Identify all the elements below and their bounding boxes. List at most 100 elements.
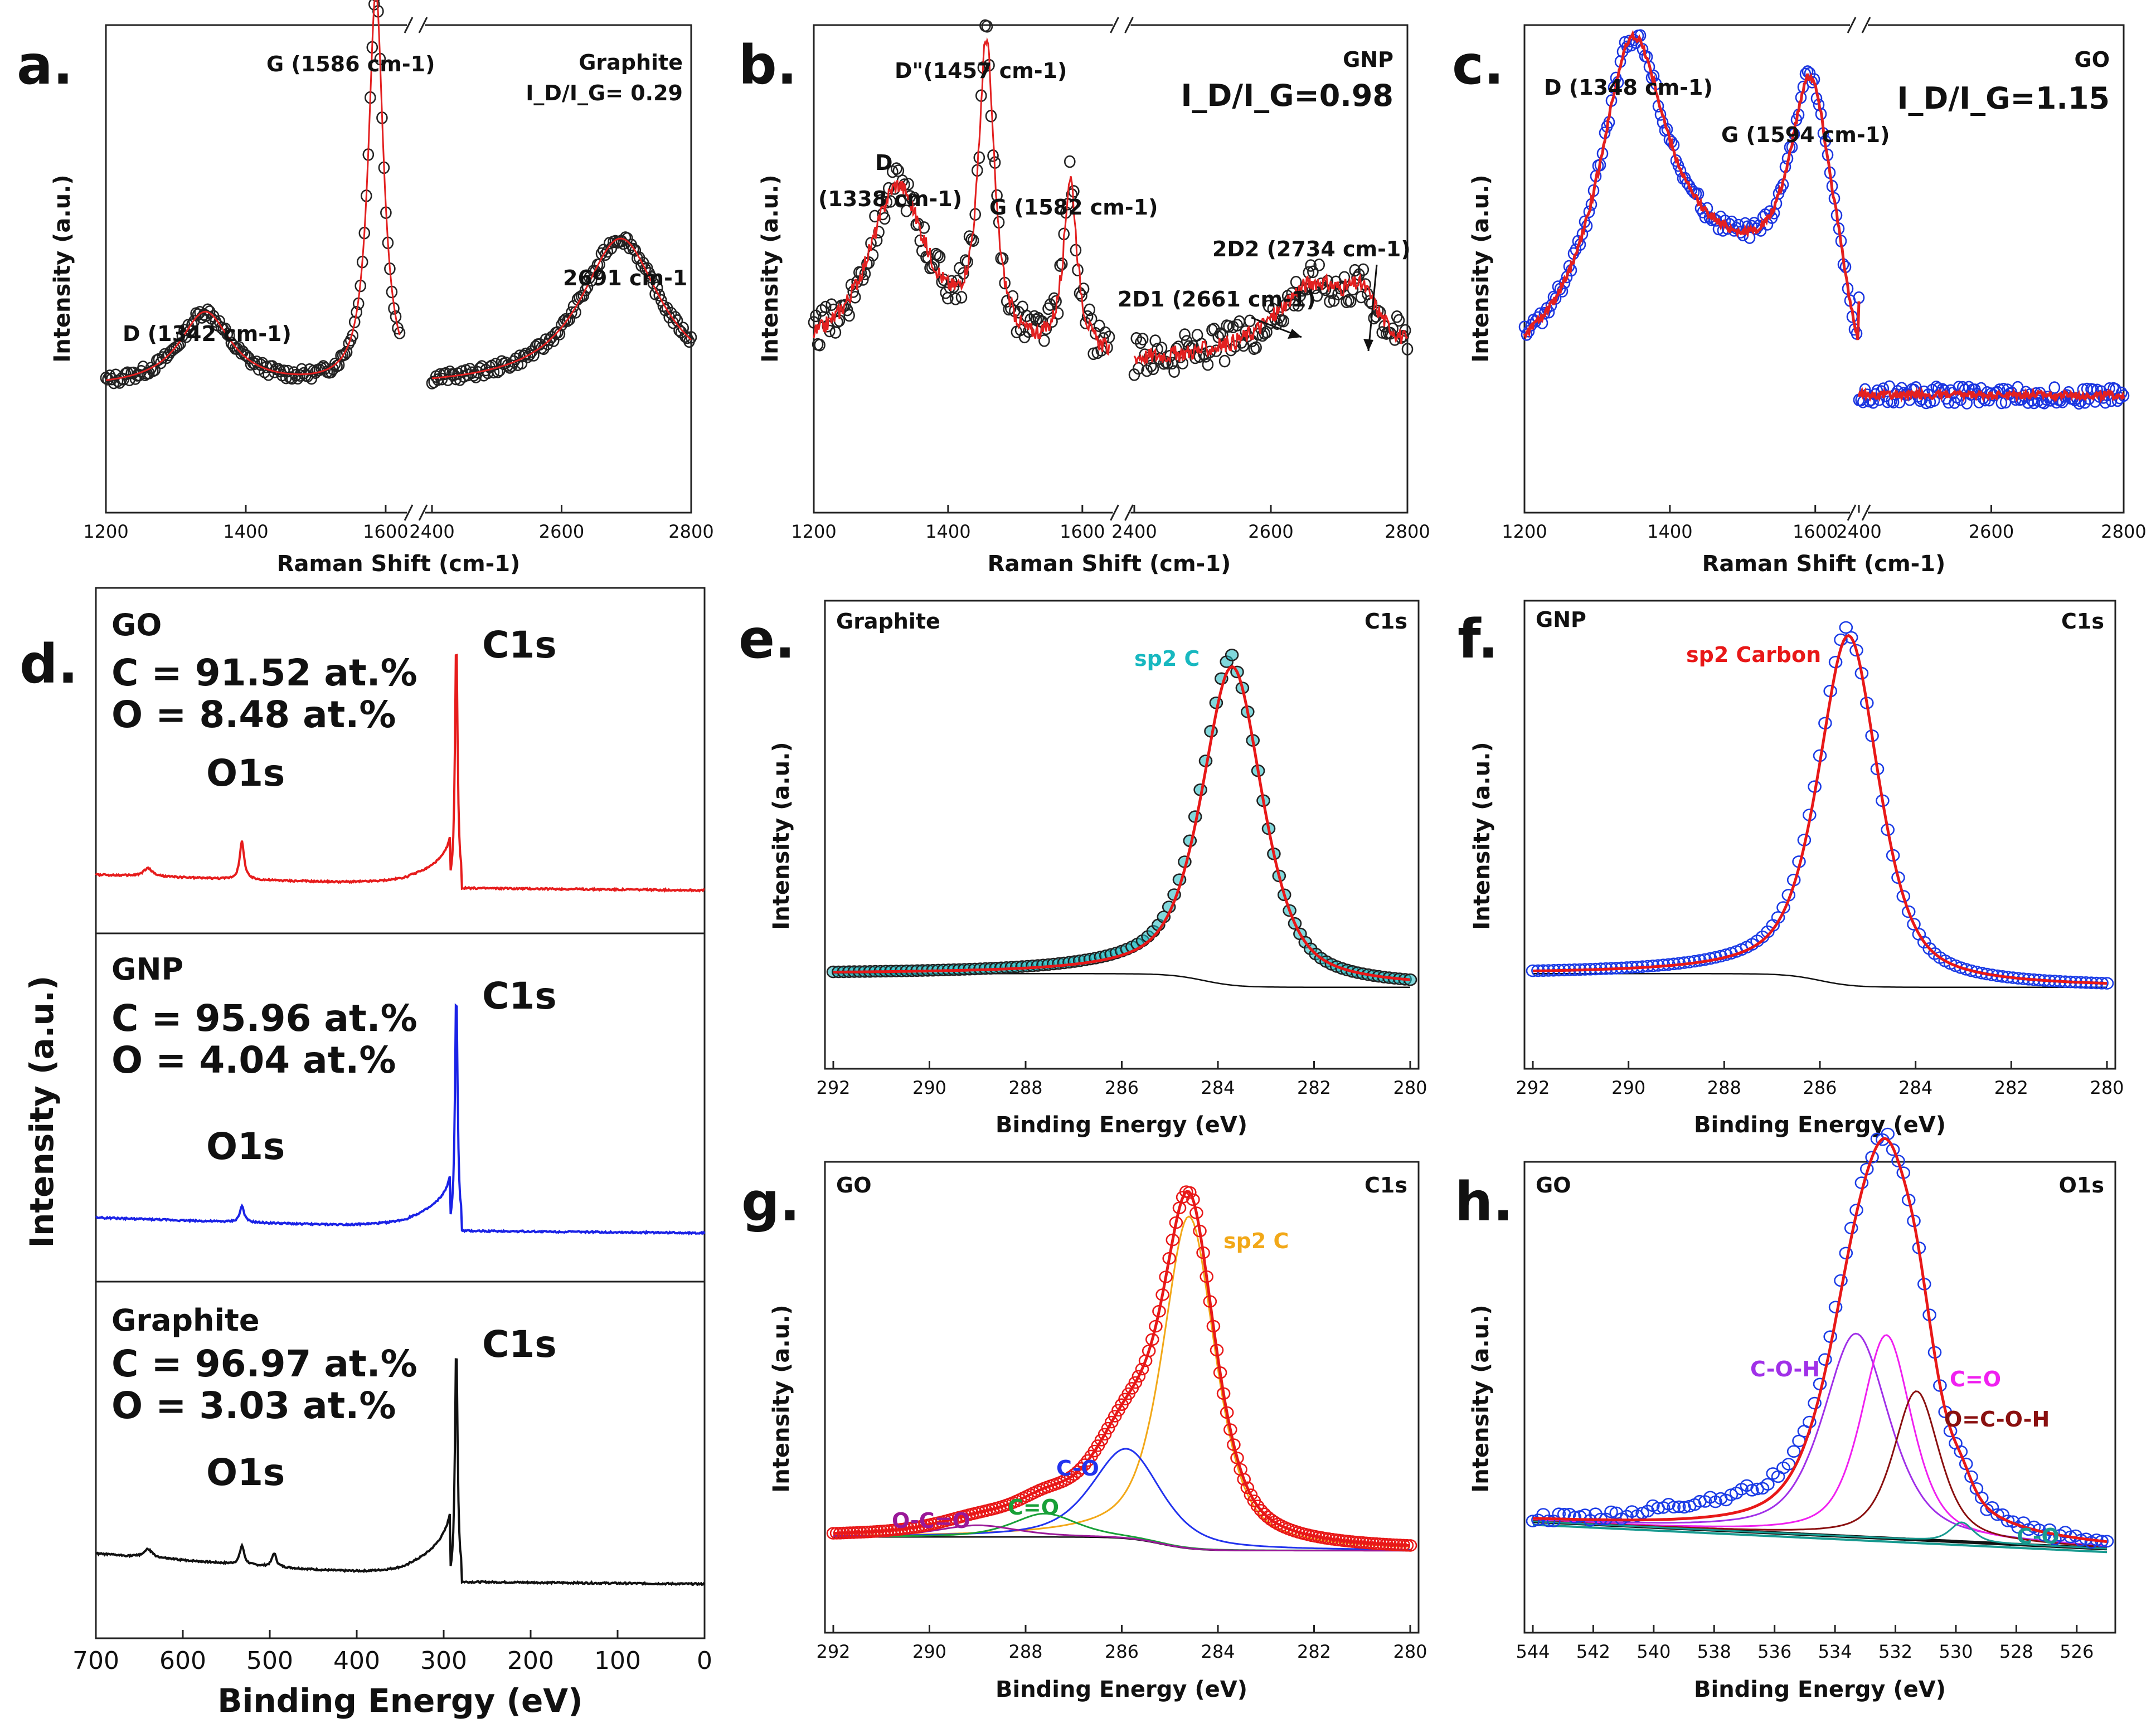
- panel-a-ylabel: Intensity (a.u.): [50, 174, 75, 362]
- panel-b-x-tick-label: 2400: [1111, 521, 1157, 542]
- panel-b-x-tick-label: 1200: [791, 521, 836, 542]
- panel-b-data-point: [1103, 330, 1115, 344]
- panel-b-data-point: [1303, 266, 1315, 279]
- panel-g-x-tick-label: 290: [912, 1641, 946, 1662]
- panel-a-data-point: [523, 348, 536, 361]
- panel-g-c-double-o-label: C=O: [1008, 1495, 1059, 1520]
- panel-b-data-point: [934, 250, 946, 264]
- panel-b-d-peak-label: D: [875, 150, 893, 175]
- panel-h-x-tick-label: 544: [1516, 1641, 1550, 1662]
- panel-h-sample-title: GO: [1536, 1173, 1571, 1197]
- panel-h-data-point: [1672, 1500, 1686, 1513]
- panel-b-data-point: [1231, 319, 1243, 332]
- panel-a-x-tick-label: 1200: [83, 521, 128, 542]
- panel-g-data-point: [1237, 1473, 1251, 1486]
- panel-b-2d2-peak-label: 2D2 (2734 cm-1): [1212, 237, 1411, 261]
- panel-a-axis-break-mark: [418, 504, 428, 521]
- panel-d-label: d.: [20, 633, 78, 695]
- panel-h-data-point: [1620, 1510, 1634, 1523]
- panel-c-sample-title: GO: [2075, 47, 2110, 72]
- panel-a-label: a.: [17, 34, 73, 96]
- panel-g-x-tick-label: 280: [1393, 1641, 1427, 1662]
- panel-b-data-point: [1229, 340, 1241, 353]
- panel-b-data-point: [987, 149, 999, 162]
- panel-b-data-point: [1341, 295, 1352, 309]
- panel-a-data-point: [685, 331, 697, 344]
- panel-b-data-point: [1128, 368, 1140, 381]
- panel-f-xps-c1s-gnp: f. 292 290 288 286 284 282 280 GNP C1s sp2 Car…: [1458, 600, 2124, 1138]
- panel-h-label: h.: [1455, 1171, 1513, 1233]
- panel-f-xlabel: Binding Energy (eV): [1694, 1112, 1946, 1138]
- panel-c-x-tick-label: 2800: [2101, 521, 2146, 542]
- panel-g-plot: 292 290 288 286 284 282 280: [816, 1185, 1427, 1662]
- panel-d-graphite-name: Graphite: [111, 1303, 259, 1338]
- panel-f-data-point: [1849, 644, 1863, 657]
- panel-b-data-point: [1152, 343, 1163, 356]
- panel-h-c-o-label: C-O: [2017, 1524, 2060, 1549]
- panel-b-data-point: [1393, 314, 1405, 327]
- panel-a-x-tick-label: 2600: [539, 521, 584, 542]
- panel-b-data-point: [1054, 259, 1066, 272]
- panel-b-data-point: [1401, 343, 1414, 356]
- panel-b-d2-peak-label: D"(1457 cm-1): [895, 59, 1067, 83]
- panel-g-data-point: [1268, 1516, 1281, 1528]
- panel-g-data-point: [1142, 1345, 1156, 1357]
- panel-g-x-tick-label: 282: [1297, 1641, 1331, 1662]
- panel-h-component-c-o: [1532, 1520, 2108, 1550]
- panel-h-data-point: [1975, 1491, 1989, 1505]
- panel-b-data-point: [1135, 336, 1147, 349]
- panel-d-gnp-o1s: O1s: [206, 1125, 285, 1168]
- panel-h-xlabel: Binding Energy (eV): [1694, 1677, 1946, 1702]
- panel-h-ylabel: Intensity (a.u.): [1468, 1304, 1494, 1492]
- panel-d-x-tick-label: 700: [72, 1647, 119, 1675]
- panel-b-data-point: [1357, 263, 1370, 276]
- panel-b-data-point: [1223, 320, 1235, 333]
- panel-c-x-tick-label: 2400: [1836, 521, 1881, 542]
- panel-a-data-point: [671, 314, 683, 327]
- panel-b-data-point: [1244, 314, 1256, 328]
- panel-h-baseline-teal: [1532, 1523, 2108, 1554]
- panel-h-data-point: [1604, 1505, 1618, 1518]
- panel-c-axis-break-mark: [1847, 17, 1857, 33]
- panel-b-x-tick-label: 2800: [1385, 521, 1430, 542]
- panel-c-data-point: [1995, 396, 2008, 410]
- panel-g-x-tick-label: 286: [1105, 1641, 1139, 1662]
- panel-d-x-tick-label: 200: [507, 1647, 554, 1675]
- panel-b-data-point: [895, 194, 906, 208]
- panel-e-label: e.: [739, 608, 795, 670]
- panel-e-component-sp2-c: [833, 665, 1411, 981]
- panel-c-data-point: [1993, 383, 2006, 396]
- panel-g-data-point: [1230, 1452, 1244, 1464]
- panel-g-sp2-label: sp2 C: [1223, 1229, 1289, 1253]
- panel-g-data-point: [1145, 1333, 1159, 1346]
- panel-c-data-point: [1523, 325, 1535, 338]
- panel-c-g-peak-label: G (1594 cm-1): [1721, 123, 1890, 147]
- panel-c-axis-break-gap: [1850, 22, 1868, 28]
- panel-b-data-point: [1084, 303, 1095, 317]
- panel-h-x-tick-label: 536: [1757, 1641, 1791, 1662]
- panel-a-data-point: [174, 337, 186, 350]
- panel-a-axis-break-mark: [404, 17, 414, 33]
- panel-b-data-point: [1145, 359, 1157, 372]
- panel-a-data-point: [372, 0, 380, 2]
- panel-e-x-tick-label: 284: [1201, 1077, 1235, 1098]
- panel-b-axis-break-mark: [1110, 17, 1119, 33]
- panel-c-x-tick-label: 2600: [1969, 521, 2014, 542]
- panel-g-data-point: [1074, 1462, 1088, 1475]
- panel-a-data-point: [341, 345, 353, 359]
- panel-a-data-point: [599, 248, 611, 261]
- panel-b-data-point: [1077, 283, 1090, 295]
- panel-g-data-point: [1104, 1415, 1119, 1429]
- panel-b-data-point: [1048, 292, 1060, 305]
- panel-c-fit-line-seg2: [1857, 386, 2125, 403]
- panel-a-data-point: [566, 306, 577, 319]
- panel-b-fit-line-seg2: [1133, 272, 1409, 367]
- panel-b-sample-title: GNP: [1343, 47, 1393, 72]
- panel-h-frame: [1523, 1161, 2116, 1634]
- panel-e-x-tick-label: 282: [1297, 1077, 1331, 1098]
- panel-b-data-point: [1087, 347, 1099, 361]
- panel-c-x-tick-label: 1600: [1793, 521, 1838, 542]
- panel-b-axis-break-mark: [1110, 504, 1119, 521]
